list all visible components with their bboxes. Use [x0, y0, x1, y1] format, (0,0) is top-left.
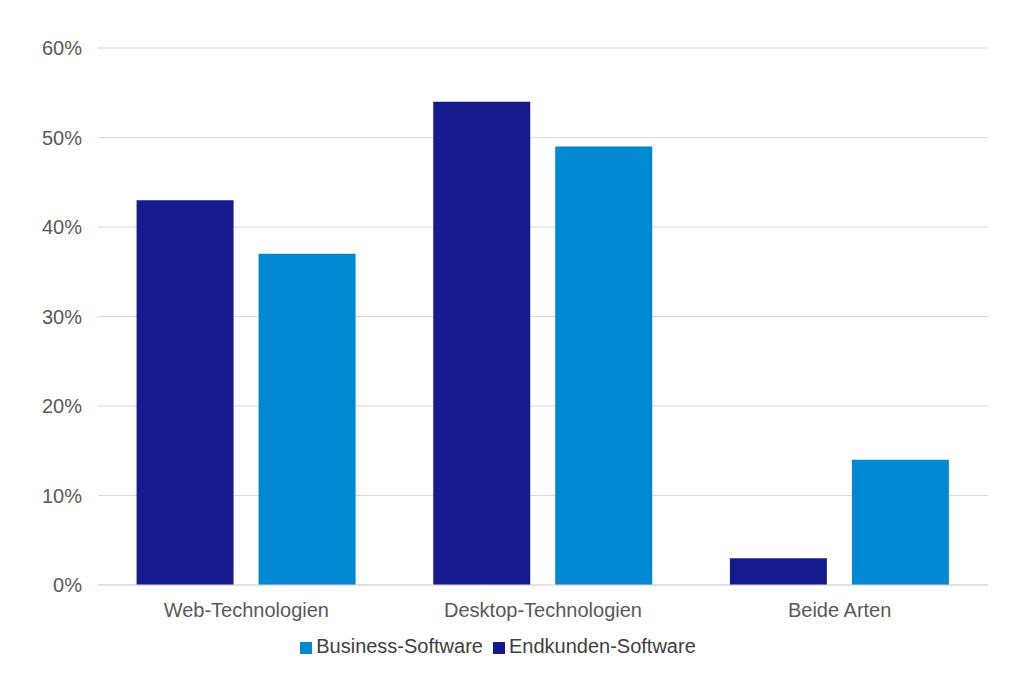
svg-text:Desktop-Technologien: Desktop-Technologien: [444, 599, 642, 621]
svg-text:60%: 60%: [42, 37, 82, 59]
svg-text:Beide Arten: Beide Arten: [788, 599, 891, 621]
svg-text:0%: 0%: [53, 574, 82, 596]
svg-text:10%: 10%: [42, 485, 82, 507]
svg-text:40%: 40%: [42, 216, 82, 238]
svg-text:20%: 20%: [42, 395, 82, 417]
html-text:Business-Software: Business-Software: [316, 635, 483, 657]
svg-text:30%: 30%: [42, 306, 82, 328]
html-text:Endkunden-Software: Endkunden-Software: [509, 635, 696, 657]
svg-text:Web-Technologien: Web-Technologien: [164, 599, 329, 621]
svg-text:50%: 50%: [42, 127, 82, 149]
